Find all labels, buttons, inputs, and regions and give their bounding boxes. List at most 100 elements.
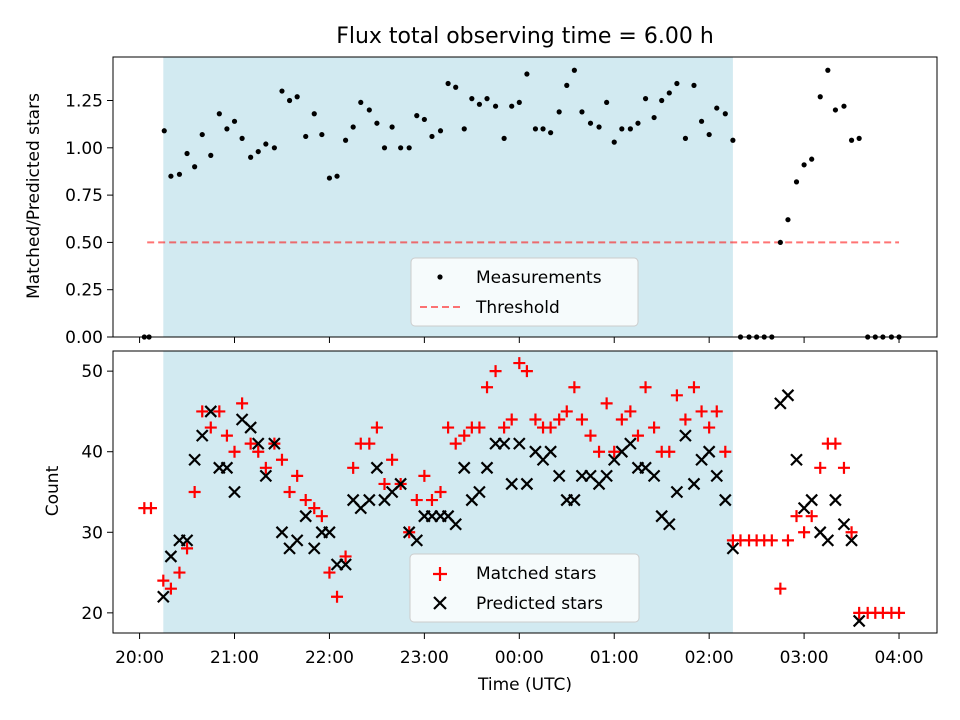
y-tick-label: 0.00 <box>65 328 103 348</box>
measurement-point <box>239 135 245 141</box>
matched-star-point <box>378 477 391 490</box>
measurement-point <box>484 96 490 102</box>
predicted-star-point <box>726 542 740 555</box>
predicted-star-point <box>410 534 424 547</box>
measurements-points <box>141 67 902 340</box>
matched-star-point <box>631 429 644 442</box>
matched-star-point <box>308 502 321 515</box>
predicted-star-point <box>544 445 557 458</box>
matched-star-point <box>196 405 209 418</box>
matched-star-point <box>410 494 423 507</box>
measurement-point <box>666 90 672 96</box>
matched-star-point <box>829 437 842 450</box>
measurement-point <box>350 124 356 130</box>
measurement-point <box>777 239 783 246</box>
measurement-point <box>706 131 712 138</box>
measurement-point <box>389 124 395 130</box>
predicted-star-point <box>259 469 273 483</box>
matched-star-point <box>442 421 455 434</box>
matched-star-point <box>425 494 438 507</box>
matched-star-point <box>575 413 588 426</box>
predicted-star-point <box>624 437 637 450</box>
matched-star-point <box>323 566 336 579</box>
top-legend-box <box>410 257 639 327</box>
measurement-point <box>604 99 610 106</box>
matched-star-point <box>513 357 526 370</box>
predicted-star-point <box>157 590 170 604</box>
matched-star-point <box>283 486 296 498</box>
top-axes-frame <box>112 56 938 338</box>
predicted-star-point <box>781 389 795 402</box>
predicted-star-point <box>497 437 511 450</box>
x-tick-label: 03:00 <box>780 648 829 668</box>
matched-star-point <box>236 397 249 410</box>
matched-star-point <box>173 566 186 579</box>
matched-star-point <box>529 413 542 426</box>
predicted-star-point <box>845 534 858 547</box>
measurement-point <box>698 118 705 124</box>
matched-star-point <box>473 421 486 434</box>
measurement-point <box>271 145 277 151</box>
x-tick-label: 22:00 <box>305 648 354 668</box>
y-tick-label: 0.50 <box>65 233 103 253</box>
matched-star-point <box>347 461 360 474</box>
measurement-point <box>398 145 404 151</box>
y-tick-label: 30 <box>81 523 103 543</box>
matched-star-point <box>774 582 787 595</box>
measurement-point <box>476 101 483 107</box>
legend-measurements-marker <box>437 274 443 280</box>
x-tick-label: 02:00 <box>685 648 734 668</box>
legend-threshold-label: Threshold <box>475 298 560 318</box>
predicted-star-point <box>805 493 818 507</box>
predicted-star-point <box>679 429 692 442</box>
measurement-point <box>540 126 546 132</box>
y-tick-label: 0.75 <box>65 186 103 206</box>
measurement-point <box>319 131 325 138</box>
bottom-legend-box <box>409 553 640 623</box>
measurement-point <box>635 120 641 126</box>
measurement-point <box>342 137 349 143</box>
measurement-point <box>263 141 269 147</box>
predicted-star-point <box>275 526 289 539</box>
matched-star-point <box>204 421 217 434</box>
predicted-star-point <box>837 517 851 531</box>
measurement-point <box>587 120 594 126</box>
matched-star-point <box>544 421 557 434</box>
x-axis-label: Time (UTC) <box>477 675 572 695</box>
measurement-point <box>659 97 665 104</box>
measurement-point <box>445 80 451 87</box>
measurement-point <box>414 113 420 119</box>
predicted-star-point <box>568 493 581 507</box>
measurement-point <box>730 137 736 143</box>
predicted-star-point <box>687 477 701 491</box>
measurement-point <box>381 145 388 151</box>
matched-star-point <box>315 510 328 523</box>
measurement-point <box>841 103 847 109</box>
measurement-point <box>469 96 475 102</box>
legend-predicted-marker <box>433 596 447 610</box>
predicted-star-point <box>299 509 312 523</box>
measurement-point <box>825 67 831 73</box>
measurement-point <box>279 88 285 94</box>
matched-star-point <box>386 453 399 466</box>
predicted-star-point <box>505 477 518 491</box>
matched-star-point <box>553 413 566 426</box>
matched-star-point <box>220 429 233 442</box>
predicted-star-point <box>363 493 376 507</box>
measurement-point <box>596 124 602 130</box>
predicted-star-point <box>663 517 676 531</box>
predicted-star-point <box>228 485 241 499</box>
matched-star-point <box>624 405 637 418</box>
measurement-point <box>453 84 459 90</box>
measurement-point <box>294 94 300 100</box>
bottom-axes-frame <box>112 350 938 634</box>
x-tick-label: 04:00 <box>875 648 924 668</box>
matched-star-point <box>893 606 906 619</box>
measurement-point <box>524 71 530 77</box>
predicted-star-point <box>268 437 281 450</box>
matched-star-point <box>291 469 304 482</box>
measurement-point <box>548 130 554 136</box>
predicted-star-point <box>339 558 352 571</box>
measurement-point <box>579 109 585 115</box>
